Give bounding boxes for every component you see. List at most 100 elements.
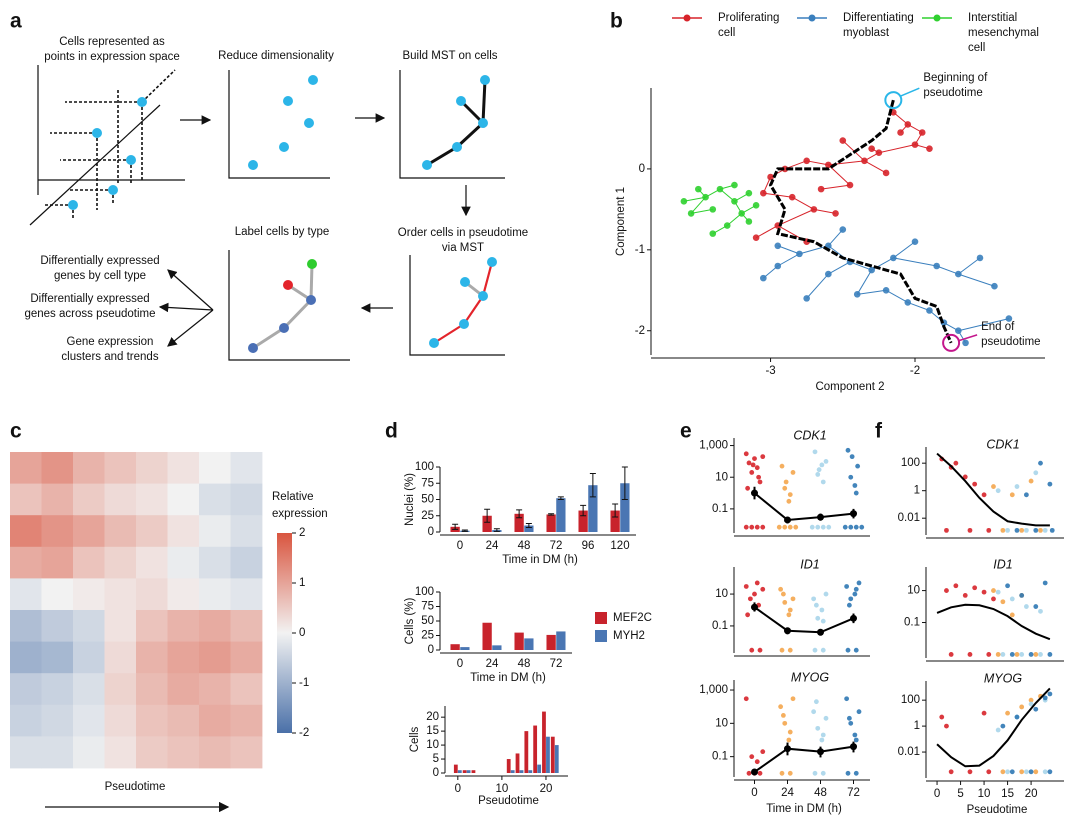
tree-edge	[821, 184, 851, 190]
x-axis-label: Time in DM (h)	[766, 803, 842, 815]
x-axis-label: Pseudotime	[478, 795, 539, 807]
bar	[515, 753, 520, 773]
y-axis-label: Component 1	[615, 187, 627, 256]
point	[790, 696, 796, 702]
point	[752, 456, 757, 461]
colorbar-label: Relative expression	[272, 491, 328, 520]
y-tick-label: 75	[421, 601, 434, 613]
heat-cell	[167, 452, 200, 484]
cells	[422, 75, 490, 170]
y-tick-label: 10	[715, 588, 728, 600]
heat-cell	[136, 673, 168, 706]
point	[972, 585, 978, 591]
point	[749, 647, 755, 653]
error-bar	[612, 503, 619, 518]
x-tick-label: 120	[610, 540, 629, 552]
y-tick-label: 20	[426, 711, 439, 723]
x-tick-label: 24	[781, 787, 794, 799]
heat-cell	[41, 673, 74, 706]
point	[793, 524, 799, 530]
tree-edge	[777, 245, 800, 255]
step-label: Label cells by type	[235, 226, 330, 238]
point	[778, 704, 784, 710]
point	[839, 137, 847, 144]
point	[743, 696, 749, 702]
heat-cell	[167, 578, 200, 611]
tree-edge	[777, 253, 800, 267]
point	[1028, 769, 1034, 775]
gene-title: CDK1	[793, 428, 826, 442]
y-tick-label: 50	[421, 494, 434, 506]
point	[812, 449, 818, 455]
output-label: genes by cell type	[54, 270, 146, 282]
y-tick-label: 10	[426, 739, 439, 751]
legend-swatch	[595, 612, 607, 624]
heat-cell	[41, 452, 74, 484]
point	[1047, 691, 1053, 697]
point	[774, 262, 782, 270]
point	[779, 647, 785, 653]
tree-edge	[791, 196, 815, 210]
point	[890, 254, 897, 262]
y-tick-label: 1	[914, 720, 920, 732]
colorbar-tick-label: -1	[299, 677, 309, 689]
error-bar	[557, 496, 564, 500]
point	[716, 185, 724, 193]
axes: 0.1 10 ID1	[712, 557, 870, 657]
point	[1009, 596, 1015, 602]
heat-cell	[167, 546, 200, 579]
bar	[610, 510, 620, 532]
heat-cell	[199, 610, 231, 642]
point	[948, 769, 954, 775]
annotation: Beginning of	[923, 72, 988, 84]
heat-cell	[230, 483, 263, 516]
heat-cell	[41, 736, 74, 769]
bar	[514, 513, 524, 532]
point	[760, 749, 766, 755]
point	[809, 524, 815, 530]
point	[967, 652, 973, 657]
point	[852, 732, 858, 738]
y-tick-label: 5	[433, 753, 439, 765]
heat-cell	[73, 546, 105, 579]
point	[926, 307, 933, 314]
point	[815, 615, 821, 621]
heat-cell	[136, 610, 168, 642]
output-label: Differentially expressed	[40, 255, 159, 267]
x-tick-label: 10	[495, 783, 508, 795]
bar	[546, 634, 556, 650]
heat-cell	[41, 483, 74, 516]
point	[911, 238, 919, 246]
point	[855, 463, 861, 469]
y-tick-label: 1,000	[699, 684, 728, 696]
x-axis-label: Pseudotime	[105, 781, 166, 793]
heat-cell	[104, 578, 137, 611]
heat-cell	[41, 515, 74, 548]
point	[882, 169, 890, 177]
point	[1019, 704, 1025, 710]
tree-edge	[691, 208, 713, 214]
bar	[492, 645, 502, 650]
heat-cell	[73, 452, 105, 484]
panel-label: c	[10, 420, 22, 443]
heat-cell	[73, 641, 105, 674]
heat-cell	[136, 546, 168, 579]
axes: 0.1 10 ID1	[904, 557, 1064, 662]
point	[782, 720, 788, 726]
colorbar-tick-label: -2	[299, 727, 309, 739]
point	[911, 141, 919, 148]
error-bar	[516, 509, 523, 519]
y-tick-label: 100	[415, 461, 434, 473]
heat-cell	[199, 578, 231, 611]
step-label: Reduce dimensionality	[218, 50, 334, 62]
bar	[537, 764, 542, 773]
point	[846, 181, 854, 189]
point	[787, 607, 793, 613]
trend-point	[751, 489, 758, 497]
point	[845, 770, 851, 776]
point	[1014, 527, 1020, 533]
point	[746, 770, 752, 776]
point	[803, 295, 810, 302]
heat-cell	[10, 452, 42, 484]
